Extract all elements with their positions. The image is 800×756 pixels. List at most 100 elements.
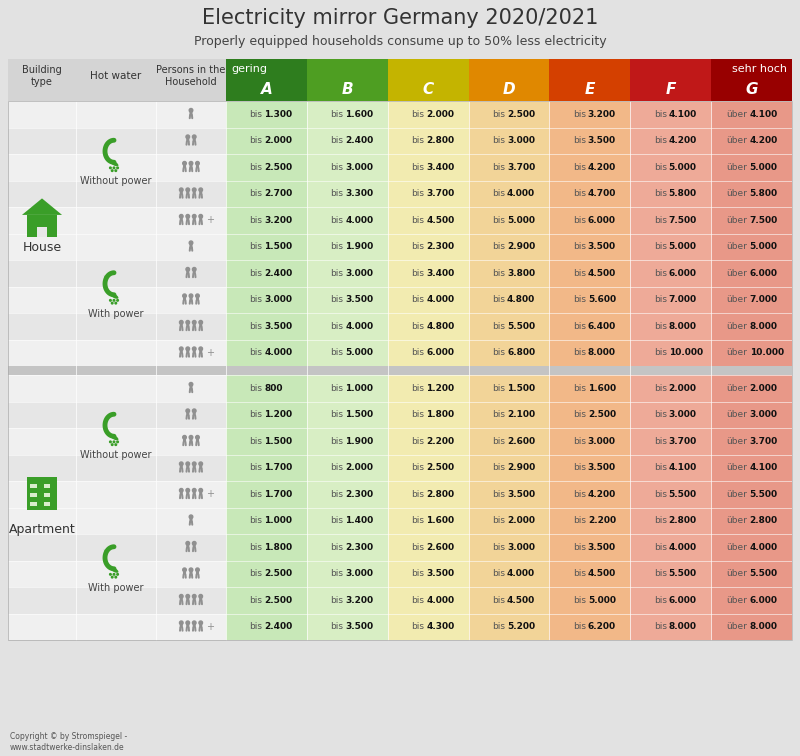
Bar bbox=[550, 507, 630, 534]
Text: bis: bis bbox=[573, 296, 586, 304]
Bar bbox=[550, 401, 630, 428]
Text: Building
type: Building type bbox=[22, 65, 62, 87]
Bar bbox=[469, 339, 550, 366]
Circle shape bbox=[189, 162, 193, 165]
Bar bbox=[630, 560, 711, 587]
Text: 3.500: 3.500 bbox=[346, 296, 374, 304]
Text: 6.000: 6.000 bbox=[669, 268, 697, 277]
Text: 5.000: 5.000 bbox=[669, 163, 697, 172]
Text: über: über bbox=[726, 569, 747, 578]
Circle shape bbox=[179, 215, 183, 218]
Text: bis: bis bbox=[654, 384, 666, 393]
Text: bis: bis bbox=[411, 110, 424, 119]
Text: 5.500: 5.500 bbox=[507, 322, 535, 331]
Text: 2.300: 2.300 bbox=[346, 543, 374, 552]
Circle shape bbox=[114, 299, 115, 301]
Text: bis: bis bbox=[492, 268, 505, 277]
Text: bis: bis bbox=[654, 189, 666, 198]
Text: 2.000: 2.000 bbox=[426, 110, 454, 119]
Circle shape bbox=[186, 621, 190, 624]
Bar bbox=[307, 507, 388, 534]
Bar bbox=[630, 507, 711, 534]
Text: 4.000: 4.000 bbox=[507, 189, 535, 198]
Text: bis: bis bbox=[411, 349, 424, 358]
Bar bbox=[469, 79, 550, 101]
Bar bbox=[388, 375, 469, 401]
Text: bis: bis bbox=[250, 215, 262, 225]
Circle shape bbox=[186, 488, 190, 492]
Circle shape bbox=[196, 568, 199, 572]
Text: 3.400: 3.400 bbox=[426, 163, 454, 172]
Text: 5.800: 5.800 bbox=[669, 189, 697, 198]
Text: bis: bis bbox=[654, 516, 666, 525]
Bar bbox=[8, 587, 226, 614]
Circle shape bbox=[117, 167, 118, 169]
Circle shape bbox=[189, 383, 193, 386]
Text: 4.500: 4.500 bbox=[588, 569, 616, 578]
Text: 2.300: 2.300 bbox=[426, 242, 454, 251]
Circle shape bbox=[199, 347, 202, 351]
Bar bbox=[8, 234, 226, 260]
Text: bis: bis bbox=[411, 242, 424, 251]
Text: E: E bbox=[585, 82, 595, 98]
Text: 4.200: 4.200 bbox=[750, 136, 778, 145]
Text: 3.700: 3.700 bbox=[507, 163, 535, 172]
Bar bbox=[469, 614, 550, 640]
Text: 1.000: 1.000 bbox=[346, 384, 374, 393]
Circle shape bbox=[189, 568, 193, 572]
FancyBboxPatch shape bbox=[193, 411, 196, 416]
Text: 6.000: 6.000 bbox=[426, 349, 454, 358]
FancyBboxPatch shape bbox=[193, 322, 196, 327]
Text: bis: bis bbox=[654, 296, 666, 304]
Circle shape bbox=[117, 441, 118, 443]
Polygon shape bbox=[104, 549, 107, 556]
Bar bbox=[630, 481, 711, 507]
Text: bis: bis bbox=[492, 437, 505, 446]
Bar bbox=[711, 234, 792, 260]
Text: bis: bis bbox=[573, 163, 586, 172]
Text: bis: bis bbox=[250, 163, 262, 172]
Text: 2.900: 2.900 bbox=[507, 242, 535, 251]
Text: 6.000: 6.000 bbox=[750, 596, 778, 605]
Bar bbox=[226, 614, 307, 640]
Text: bis: bis bbox=[654, 596, 666, 605]
Bar bbox=[711, 101, 792, 128]
Text: 1.400: 1.400 bbox=[346, 516, 374, 525]
Bar bbox=[469, 401, 550, 428]
Bar bbox=[711, 79, 792, 101]
Bar bbox=[226, 59, 307, 79]
Circle shape bbox=[179, 347, 183, 351]
Circle shape bbox=[110, 299, 111, 301]
Text: 10.000: 10.000 bbox=[669, 349, 703, 358]
Text: bis: bis bbox=[654, 163, 666, 172]
Bar bbox=[469, 128, 550, 154]
Circle shape bbox=[199, 462, 202, 466]
Text: D: D bbox=[502, 82, 515, 98]
Circle shape bbox=[193, 188, 196, 191]
Bar bbox=[469, 587, 550, 614]
Text: 4.100: 4.100 bbox=[750, 110, 778, 119]
Bar bbox=[550, 587, 630, 614]
Text: 2.000: 2.000 bbox=[669, 384, 697, 393]
Text: bis: bis bbox=[492, 110, 505, 119]
Circle shape bbox=[196, 162, 199, 165]
Bar bbox=[26, 215, 58, 237]
Text: 6.200: 6.200 bbox=[588, 622, 616, 631]
Text: 5.600: 5.600 bbox=[588, 296, 616, 304]
Text: 3.700: 3.700 bbox=[750, 437, 778, 446]
Circle shape bbox=[186, 347, 190, 351]
Text: bis: bis bbox=[330, 490, 343, 499]
Text: über: über bbox=[726, 136, 747, 145]
Bar bbox=[469, 560, 550, 587]
Text: bis: bis bbox=[250, 437, 262, 446]
Text: bis: bis bbox=[573, 516, 586, 525]
Text: bis: bis bbox=[330, 242, 343, 251]
Bar bbox=[226, 234, 307, 260]
Text: G: G bbox=[746, 82, 758, 98]
Circle shape bbox=[193, 409, 196, 413]
Bar bbox=[469, 207, 550, 234]
Bar bbox=[8, 101, 226, 128]
Text: bis: bis bbox=[654, 242, 666, 251]
Text: bis: bis bbox=[411, 490, 424, 499]
Text: bis: bis bbox=[250, 349, 262, 358]
